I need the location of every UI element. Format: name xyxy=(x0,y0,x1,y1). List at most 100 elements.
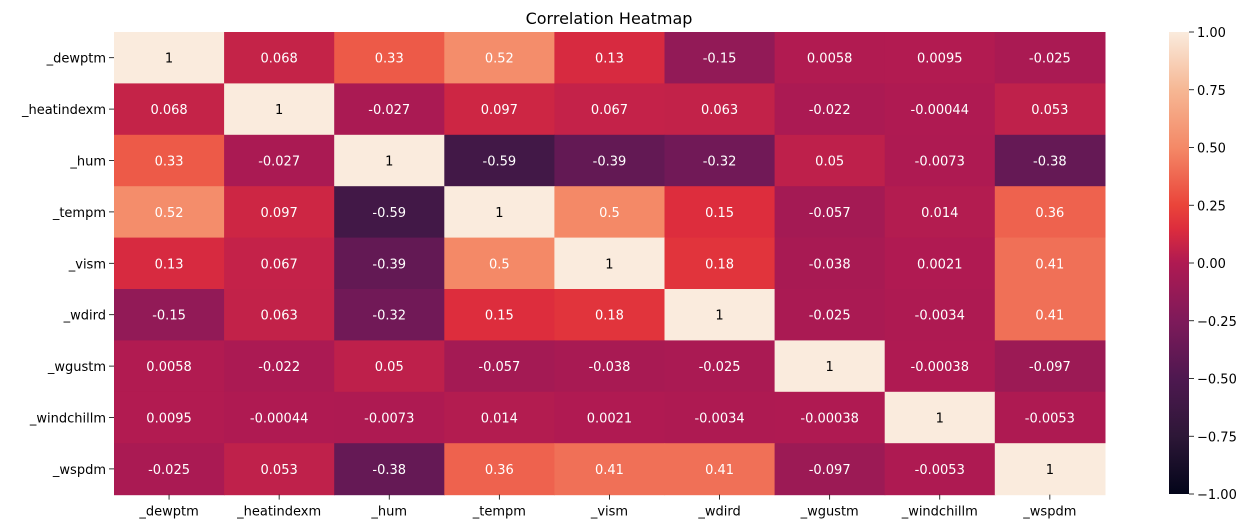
y-tick-label: _windchillm xyxy=(29,412,106,427)
cell-value-label: 0.52 xyxy=(155,206,184,221)
cell-value-label: 0.053 xyxy=(1031,103,1068,118)
heatmap-cell xyxy=(774,134,886,187)
heatmap-cells: 1 0.068 0.33 0.52 0.13 -0.15 0.0058 0.0095 -0.02… xyxy=(114,32,1106,496)
colorbar-tick-label: −0.50 xyxy=(1197,373,1237,388)
cell-value-label: -0.39 xyxy=(372,257,406,272)
cell-value-label: -0.0034 xyxy=(915,309,965,324)
x-tick-label: _vism xyxy=(590,505,628,520)
cell-value-label: -0.027 xyxy=(368,103,410,118)
heatmap-cell xyxy=(994,83,1106,136)
cell-value-label: -0.038 xyxy=(809,257,851,272)
cell-value-label: 0.41 xyxy=(705,463,734,478)
cell-value-label: 0.014 xyxy=(481,412,518,427)
heatmap-cell xyxy=(224,83,335,136)
cell-value-label: 0.5 xyxy=(599,206,620,221)
x-tick-label: _hum xyxy=(370,505,407,520)
heatmap-cell xyxy=(994,289,1106,341)
cell-value-label: 0.0058 xyxy=(146,360,192,375)
cell-value-label: 0.41 xyxy=(1035,257,1064,272)
heatmap-cell xyxy=(884,340,996,393)
cell-value-label: 1 xyxy=(495,206,503,221)
heatmap-cell xyxy=(994,391,1106,444)
cell-value-label: 0.068 xyxy=(261,52,298,67)
cell-value-label: 0.33 xyxy=(375,52,404,67)
colorbar-tick-label: −1.00 xyxy=(1197,488,1237,503)
heatmap-cell xyxy=(554,391,666,444)
cell-value-label: 0.15 xyxy=(485,309,514,324)
heatmap-cell xyxy=(224,32,335,84)
x-tick-label: _wspdm xyxy=(1022,505,1076,520)
heatmap-cell xyxy=(444,134,555,187)
cell-value-label: 0.18 xyxy=(595,309,624,324)
heatmap-cell xyxy=(994,32,1106,84)
cell-value-label: 0.014 xyxy=(921,206,958,221)
heatmap-cell xyxy=(444,443,555,496)
cell-value-label: 1 xyxy=(165,52,173,67)
heatmap-cell xyxy=(884,186,996,239)
cell-value-label: -0.32 xyxy=(372,309,406,324)
colorbar-tick-label: 0.75 xyxy=(1197,84,1226,99)
cell-value-label: -0.0073 xyxy=(915,155,965,170)
x-tick-label: _heatindexm xyxy=(236,505,321,520)
heatmap-cell xyxy=(774,391,886,444)
cell-value-label: 0.0058 xyxy=(807,52,853,67)
y-tick-label: _heatindexm xyxy=(21,103,106,118)
cell-value-label: -0.0073 xyxy=(364,412,414,427)
heatmap-cell xyxy=(664,289,776,341)
cell-value-label: -0.097 xyxy=(1029,360,1071,375)
x-tick-label: _windchillm xyxy=(901,505,978,520)
x-tick-label: _tempm xyxy=(472,505,526,520)
cell-value-label: -0.59 xyxy=(483,155,517,170)
cell-value-label: -0.057 xyxy=(809,206,851,221)
heatmap-cell xyxy=(884,83,996,136)
cell-value-label: 0.053 xyxy=(261,463,298,478)
cell-value-label: 1 xyxy=(1046,463,1054,478)
cell-value-label: -0.0053 xyxy=(1025,412,1075,427)
colorbar-tick-label: 0.25 xyxy=(1197,199,1226,214)
cell-value-label: 0.0021 xyxy=(917,257,963,272)
heatmap-cell xyxy=(554,83,666,136)
y-tick-label: _wgustm xyxy=(47,360,106,375)
cell-value-label: 0.33 xyxy=(155,155,184,170)
heatmap-cell xyxy=(334,289,445,341)
heatmap-cell xyxy=(224,391,335,444)
heatmap-cell xyxy=(554,32,666,84)
heatmap-cell xyxy=(334,443,445,496)
heatmap-cell xyxy=(114,134,225,187)
heatmap-cell xyxy=(444,340,555,393)
heatmap-cell xyxy=(444,83,555,136)
heatmap-cell xyxy=(664,237,776,290)
cell-value-label: 1 xyxy=(936,412,944,427)
cell-value-label: 0.41 xyxy=(1035,309,1064,324)
cell-value-label: -0.59 xyxy=(372,206,406,221)
heatmap-cell xyxy=(994,443,1106,496)
heatmap-cell xyxy=(114,391,225,444)
heatmap-cell xyxy=(774,443,886,496)
cell-value-label: 1 xyxy=(385,155,393,170)
heatmap-cell xyxy=(994,186,1106,239)
cell-value-label: -0.025 xyxy=(809,309,851,324)
cell-value-label: -0.0034 xyxy=(694,412,744,427)
colorbar-tick-label: −0.25 xyxy=(1197,315,1237,330)
x-tick-label: _wdird xyxy=(697,505,740,520)
x-tick-label: _wgustm xyxy=(800,505,859,520)
heatmap-cell xyxy=(774,340,886,393)
cell-value-label: 0.063 xyxy=(701,103,738,118)
heatmap-cell xyxy=(334,186,445,239)
heatmap-cell xyxy=(554,237,666,290)
heatmap-cell xyxy=(334,237,445,290)
colorbar-tick-label: 0.50 xyxy=(1197,142,1226,157)
cell-value-label: 0.0095 xyxy=(917,52,963,67)
cell-value-label: 1 xyxy=(605,257,613,272)
heatmap-cell xyxy=(224,134,335,187)
heatmap-cell xyxy=(664,391,776,444)
cell-value-label: -0.38 xyxy=(1033,155,1067,170)
heatmap-cell xyxy=(224,237,335,290)
cell-value-label: 0.0095 xyxy=(146,412,192,427)
heatmap-cell xyxy=(554,340,666,393)
heatmap-cell xyxy=(554,289,666,341)
cell-value-label: -0.027 xyxy=(258,155,300,170)
heatmap-cell xyxy=(884,32,996,84)
heatmap-cell xyxy=(114,32,225,84)
